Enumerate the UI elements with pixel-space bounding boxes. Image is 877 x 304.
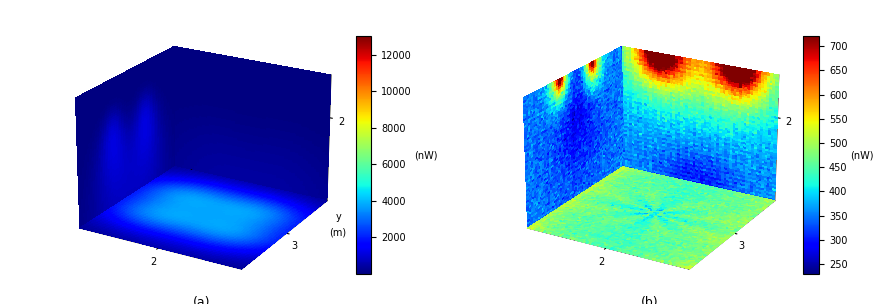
Y-axis label: (nW): (nW): [414, 150, 437, 160]
Y-axis label: (nW): (nW): [849, 150, 872, 160]
Text: (a): (a): [193, 296, 210, 304]
Text: (b): (b): [640, 296, 658, 304]
